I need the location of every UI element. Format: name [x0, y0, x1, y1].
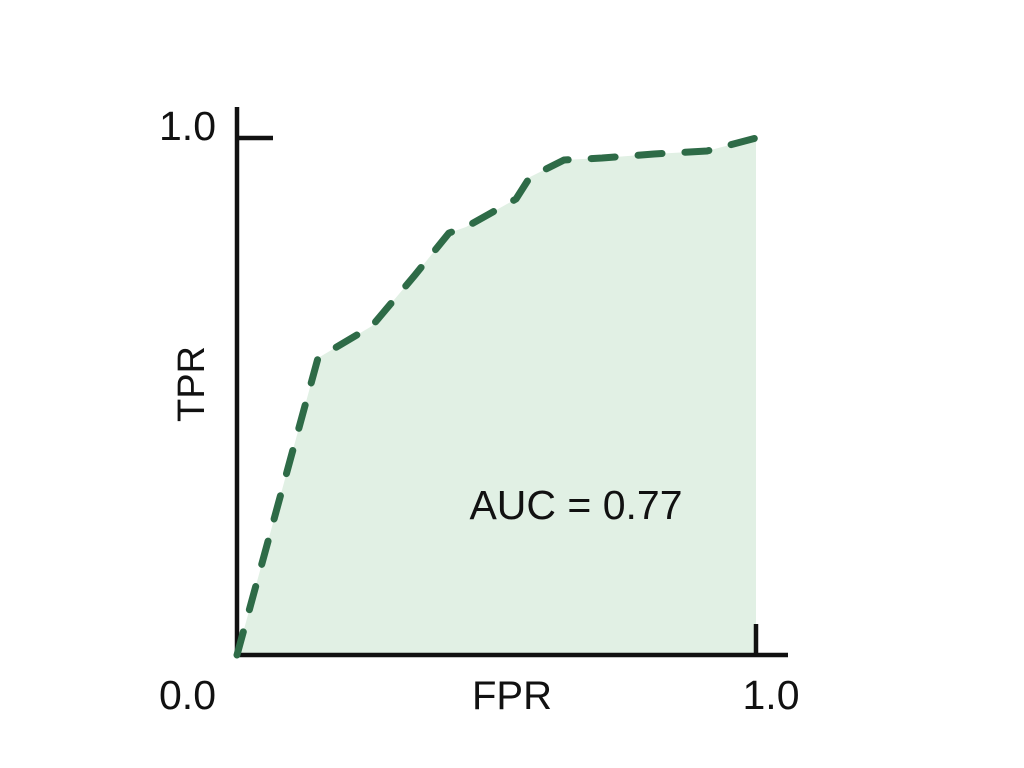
svg-text:1.0: 1.0 [743, 672, 800, 718]
svg-text:AUC = 0.77: AUC = 0.77 [469, 482, 682, 528]
svg-text:FPR: FPR [472, 674, 552, 718]
svg-text:TPR: TPR [171, 346, 213, 422]
svg-text:1.0: 1.0 [159, 103, 216, 149]
svg-text:0.0: 0.0 [159, 672, 216, 718]
